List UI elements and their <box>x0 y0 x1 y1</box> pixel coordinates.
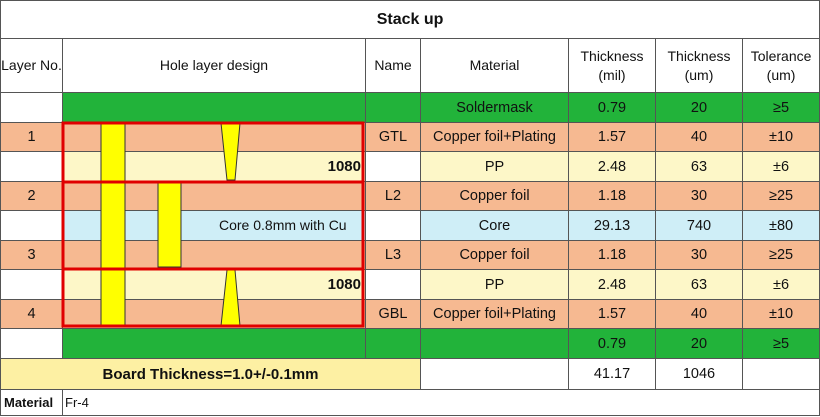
tol-cell: ±6 <box>741 269 820 300</box>
um-cell: 63 <box>655 151 743 182</box>
tol-cell: ≥5 <box>741 92 820 123</box>
pp-label-top: 1080 <box>62 151 366 182</box>
total-tol-empty <box>741 358 820 390</box>
name-cell <box>365 328 421 359</box>
tol-cell: ≥25 <box>741 181 820 211</box>
tol-cell: ±80 <box>741 210 820 241</box>
name-cell <box>365 151 421 182</box>
header-layer-no: Layer No. <box>0 38 63 93</box>
tol-cell: ±6 <box>741 151 820 182</box>
table-title: Stack up <box>0 0 820 39</box>
table-row: 2 L2 Copper foil 1.18 30 ≥25 <box>0 181 820 211</box>
table-row: 3 L3 Copper foil 1.18 30 ≥25 <box>0 240 820 270</box>
um-cell: 40 <box>655 122 743 152</box>
table-row: 0.79 20 ≥5 <box>0 328 820 359</box>
layer-cell: 2 <box>0 181 63 211</box>
name-cell: L2 <box>365 181 421 211</box>
material-cell <box>420 328 569 359</box>
layer-cell <box>0 210 63 241</box>
name-cell <box>365 210 421 241</box>
name-cell: L3 <box>365 240 421 270</box>
total-empty-cell <box>420 358 569 390</box>
name-cell: GBL <box>365 299 421 329</box>
layer-cell <box>0 269 63 300</box>
mil-cell: 0.79 <box>568 328 656 359</box>
header-hole-design: Hole layer design <box>62 38 366 93</box>
um-cell: 30 <box>655 181 743 211</box>
material-value: Fr-4 <box>61 389 820 416</box>
design-cell <box>62 92 366 123</box>
board-thickness: Board Thickness=1.0+/-0.1mm <box>0 358 421 390</box>
material-cell: PP <box>420 269 569 300</box>
design-cell <box>62 122 366 152</box>
design-cell <box>62 181 366 211</box>
material-cell: Copper foil+Plating <box>420 122 569 152</box>
table-row: 1080 PP 2.48 63 ±6 <box>0 269 820 300</box>
mil-cell: 1.18 <box>568 181 656 211</box>
layer-cell <box>0 328 63 359</box>
mil-cell: 1.57 <box>568 299 656 329</box>
um-cell: 20 <box>655 328 743 359</box>
um-cell: 40 <box>655 299 743 329</box>
table-row: 4 GBL Copper foil+Plating 1.57 40 ±10 <box>0 299 820 329</box>
name-cell: GTL <box>365 122 421 152</box>
material-cell: Soldermask <box>420 92 569 123</box>
table-row: 1 GTL Copper foil+Plating 1.57 40 ±10 <box>0 122 820 152</box>
header-tolerance: Tolerance (um) <box>741 38 820 93</box>
mil-cell: 1.18 <box>568 240 656 270</box>
layer-cell: 3 <box>0 240 63 270</box>
mil-cell: 2.48 <box>568 151 656 182</box>
design-cell <box>62 299 366 329</box>
layer-cell: 1 <box>0 122 63 152</box>
tol-cell: ≥5 <box>741 328 820 359</box>
table-row: Soldermask 0.79 20 ≥5 <box>0 92 820 123</box>
mil-cell: 1.57 <box>568 122 656 152</box>
tol-cell: ±10 <box>741 122 820 152</box>
material-cell: Core <box>420 210 569 241</box>
material-row: Material Fr-4 <box>0 389 820 416</box>
total-mil: 41.17 <box>568 358 656 390</box>
layer-cell <box>0 92 63 123</box>
header-name: Name <box>365 38 421 93</box>
material-label: Material <box>0 389 63 416</box>
board-thickness-row: Board Thickness=1.0+/-0.1mm 41.17 1046 <box>0 358 820 390</box>
core-label: Core 0.8mm with Cu <box>219 217 347 233</box>
um-cell: 20 <box>655 92 743 123</box>
um-cell: 63 <box>655 269 743 300</box>
name-cell <box>365 269 421 300</box>
material-cell: Copper foil <box>420 181 569 211</box>
material-cell: Copper foil+Plating <box>420 299 569 329</box>
mil-cell: 29.13 <box>568 210 656 241</box>
um-cell: 30 <box>655 240 743 270</box>
material-cell: Copper foil <box>420 240 569 270</box>
header-thickness-um: Thickness (um) <box>655 38 743 93</box>
material-cell: PP <box>420 151 569 182</box>
total-um: 1046 <box>655 358 743 390</box>
header-thickness-mil: Thickness (mil) <box>568 38 656 93</box>
um-cell: 740 <box>655 210 743 241</box>
mil-cell: 0.79 <box>568 92 656 123</box>
tol-cell: ±10 <box>741 299 820 329</box>
design-cell <box>62 240 366 270</box>
table-row: Core 29.13 740 ±80 <box>0 210 820 241</box>
pp-label-bottom: 1080 <box>62 269 366 300</box>
mil-cell: 2.48 <box>568 269 656 300</box>
name-cell <box>365 92 421 123</box>
design-cell <box>62 328 366 359</box>
table-row: 1080 PP 2.48 63 ±6 <box>0 151 820 182</box>
layer-cell <box>0 151 63 182</box>
layer-cell: 4 <box>0 299 63 329</box>
tol-cell: ≥25 <box>741 240 820 270</box>
header-material: Material <box>420 38 569 93</box>
